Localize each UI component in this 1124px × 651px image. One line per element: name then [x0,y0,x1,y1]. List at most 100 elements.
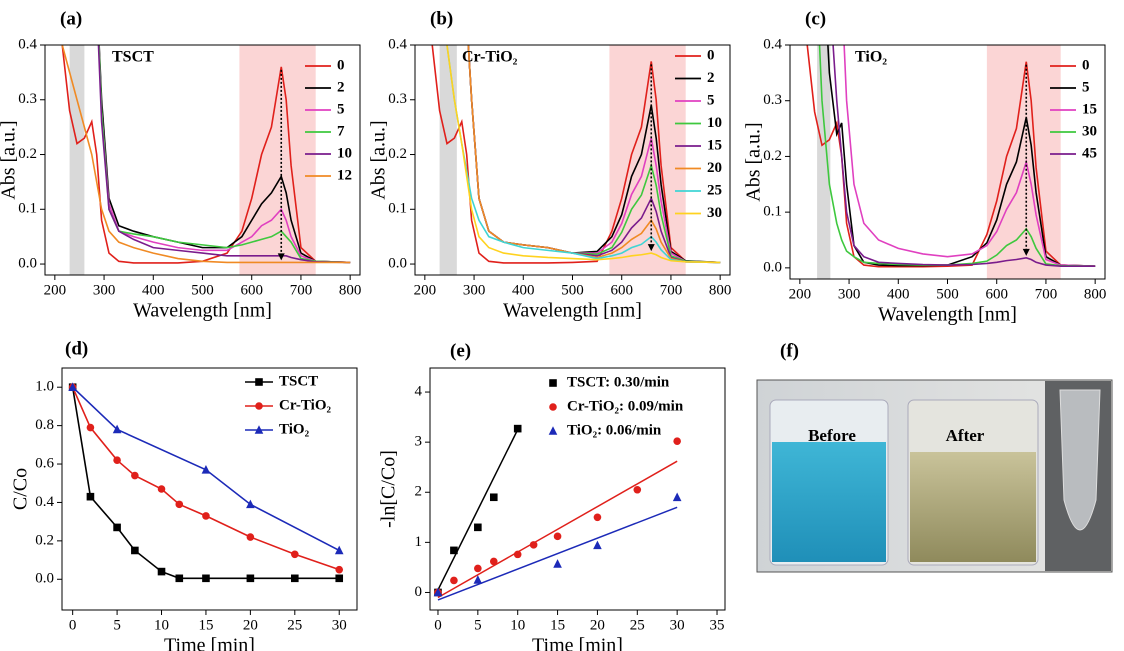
highlight-band [817,45,831,279]
liquid [772,442,886,562]
y-tick-label: 0.3 [18,91,37,107]
y-axis-label: Abs [a.u.] [0,120,20,199]
marker [433,587,443,597]
x-tick-label: 20 [590,617,605,633]
x-tick-label: 200 [789,286,812,302]
marker [553,532,562,541]
panel-label: (b) [430,8,453,29]
x-tick-label: 600 [985,286,1008,302]
plot-area [806,45,1096,279]
y-tick-label: 4 [415,383,423,399]
legend-label: 0 [1082,57,1090,73]
highlight-band [69,45,85,275]
legend-label: 0 [707,47,715,63]
marker [513,550,522,559]
legend-label: 15 [707,137,722,153]
y-tick-label: 0.2 [763,148,782,164]
y-axis-label: C/Co [10,468,32,510]
y-tick-label: 1.0 [35,379,54,395]
legend-marker [549,379,557,387]
x-tick-label: 800 [709,282,732,298]
x-tick-label: 600 [240,282,263,298]
legend-label: 10 [707,115,722,131]
marker [489,493,498,502]
x-tick-label: 500 [936,286,959,302]
marker [474,564,482,573]
y-tick-label: 0.3 [763,92,782,108]
x-tick-label: 10 [510,617,525,633]
x-tick-label: 600 [610,282,633,298]
marker [246,499,255,509]
y-tick-label: 0.2 [18,146,37,162]
axes-frame [61,367,358,611]
marker [450,576,458,585]
marker [489,557,498,566]
legend-label: 5 [1082,79,1090,95]
axes-frame [414,44,731,276]
y-tick-label: 1 [415,534,423,550]
marker [529,541,538,549]
x-tick-label: 700 [660,282,683,298]
legend-label: TiO₂: 0.06/min [567,422,662,438]
legend-label: 45 [1082,145,1097,161]
panel-label: (a) [60,8,82,29]
marker [201,464,211,474]
plot-area [437,429,678,601]
legend-marker [255,402,263,410]
x-tick-label: 700 [1035,286,1058,302]
series-line [61,45,351,264]
annotation: TiO₂ [855,49,887,66]
annotation: Cr-TiO₂ [462,49,518,66]
marker [246,574,255,583]
series-line [843,45,1096,267]
marker [335,565,344,574]
x-tick-label: 500 [561,282,584,298]
marker [474,523,482,532]
x-tick-label: 0 [69,617,77,633]
legend-label: 30 [707,205,722,221]
y-axis-label: Abs [a.u.] [743,122,765,201]
marker [175,574,184,583]
axes-frame [44,44,361,276]
marker [672,492,682,502]
series-line [97,45,351,264]
x-tick-label: 300 [838,286,861,302]
fit-line [437,429,519,591]
y-tick-label: 0.2 [35,532,54,548]
x-tick-label: 20 [243,617,258,633]
legend-label: Cr-TiO₂: 0.09/min [567,398,684,414]
marker [553,559,562,568]
x-axis-label: Wavelength [nm] [133,300,272,322]
photo-label: Before [808,426,856,445]
y-tick-label: 0.0 [388,255,407,271]
marker [291,550,299,559]
legend-label: 5 [337,101,345,117]
x-tick-label: 30 [670,617,685,633]
marker [86,492,95,501]
axes-frame [429,367,726,611]
y-tick-label: 0.1 [18,201,37,217]
marker [86,423,95,432]
series-line [467,45,721,264]
legend-label: 7 [337,123,345,139]
marker [334,545,344,555]
legend-label: 5 [707,92,715,108]
marker [157,567,166,576]
y-tick-label: 0.4 [35,494,54,510]
x-tick-label: 10 [154,617,169,633]
series-line [98,45,351,264]
fit-line [437,506,678,601]
y-tick-label: 0 [415,584,423,600]
photo: Before After (f) [756,340,1113,573]
series-line [71,386,340,571]
y-tick-label: 0.8 [35,417,54,433]
marker [335,574,344,583]
panel-label: (e) [450,340,471,361]
x-tick-label: 25 [630,617,645,633]
y-tick-label: 0.0 [763,259,782,275]
x-tick-label: 5 [113,617,121,633]
annotation: TSCT [112,49,154,66]
y-tick-label: 0.1 [763,204,782,220]
marker [246,533,255,541]
arrow-head [277,253,285,261]
